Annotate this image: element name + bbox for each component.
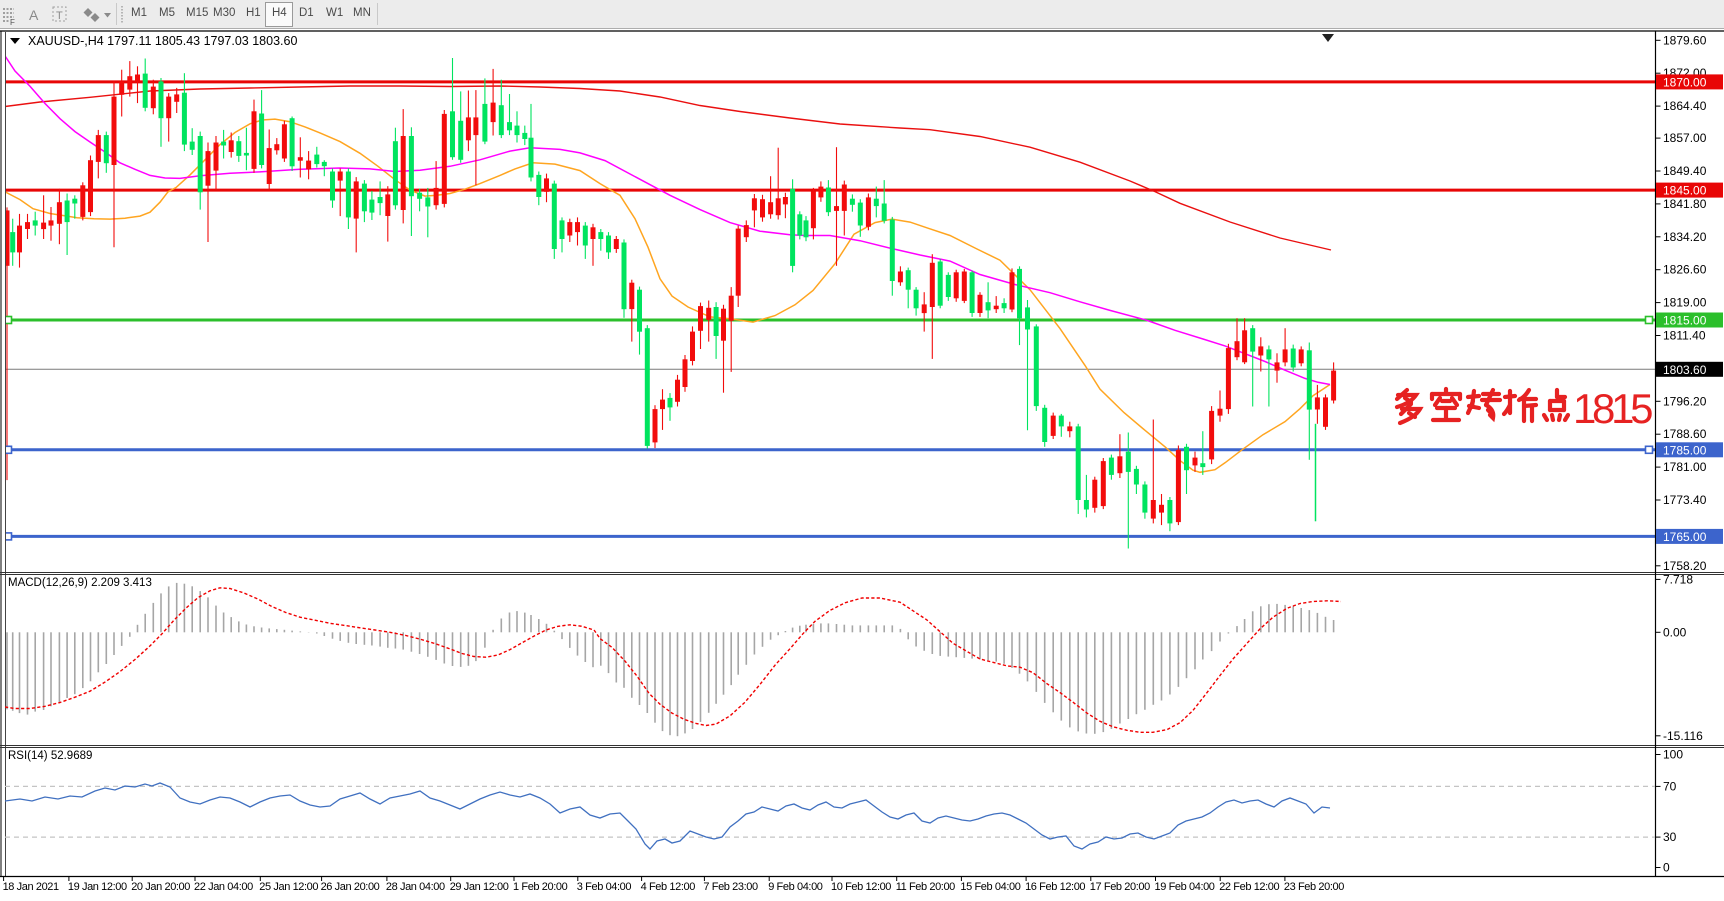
svg-text:4 Feb 12:00: 4 Feb 12:00 [641, 881, 696, 893]
svg-text:1811.40: 1811.40 [1663, 329, 1706, 343]
svg-text:7.718: 7.718 [1663, 572, 1693, 586]
svg-text:15 Feb 04:00: 15 Feb 04:00 [960, 881, 1020, 893]
svg-text:1788.60: 1788.60 [1663, 427, 1707, 441]
svg-text:9 Feb 04:00: 9 Feb 04:00 [768, 881, 823, 893]
svg-text:1870.00: 1870.00 [1663, 75, 1707, 89]
svg-text:29 Jan 12:00: 29 Jan 12:00 [450, 881, 509, 893]
svg-text:1 Feb 20:00: 1 Feb 20:00 [513, 881, 568, 893]
svg-text:7 Feb 23:00: 7 Feb 23:00 [703, 881, 758, 893]
svg-text:1785.00: 1785.00 [1663, 443, 1707, 457]
svg-text:0: 0 [1663, 861, 1670, 875]
svg-text:A: A [29, 7, 39, 23]
svg-text:1803.60: 1803.60 [1663, 363, 1707, 377]
svg-text:30: 30 [1663, 830, 1677, 844]
svg-text:19 Feb 04:00: 19 Feb 04:00 [1155, 881, 1215, 893]
svg-text:10 Feb 12:00: 10 Feb 12:00 [831, 881, 891, 893]
svg-text:XAUUSD-,H4 1797.11 1805.43 17: XAUUSD-,H4 1797.11 1805.43 1797.03 1803.… [28, 34, 297, 48]
svg-text:1845.00: 1845.00 [1663, 184, 1707, 198]
svg-text:1815: 1815 [1573, 385, 1652, 432]
svg-text:1864.40: 1864.40 [1663, 99, 1707, 113]
svg-text:23 Feb 20:00: 23 Feb 20:00 [1284, 881, 1344, 893]
svg-text:1849.40: 1849.40 [1663, 164, 1707, 178]
svg-text:22 Feb 12:00: 22 Feb 12:00 [1219, 881, 1279, 893]
svg-text:11 Feb 20:00: 11 Feb 20:00 [896, 881, 955, 893]
svg-text:MACD(12,26,9) 2.209 3.413: MACD(12,26,9) 2.209 3.413 [8, 577, 152, 589]
svg-text:28 Jan 04:00: 28 Jan 04:00 [386, 881, 445, 893]
svg-text:1815.00: 1815.00 [1663, 314, 1707, 328]
svg-text:1796.20: 1796.20 [1663, 394, 1707, 408]
svg-text:19 Jan 12:00: 19 Jan 12:00 [68, 881, 127, 893]
svg-text:F: F [10, 18, 15, 27]
svg-text:1765.00: 1765.00 [1663, 530, 1707, 544]
svg-text:1826.60: 1826.60 [1663, 263, 1707, 277]
svg-text:16 Feb 12:00: 16 Feb 12:00 [1025, 881, 1085, 893]
svg-text:25 Jan 12:00: 25 Jan 12:00 [259, 881, 318, 893]
svg-text:18 Jan 2021: 18 Jan 2021 [3, 881, 59, 893]
svg-text:-15.116: -15.116 [1663, 729, 1703, 743]
svg-text:1879.60: 1879.60 [1663, 33, 1707, 47]
svg-text:22 Jan 04:00: 22 Jan 04:00 [194, 881, 253, 893]
svg-text:1781.00: 1781.00 [1663, 460, 1707, 474]
svg-text:20 Jan 20:00: 20 Jan 20:00 [131, 881, 190, 893]
svg-text:1841.80: 1841.80 [1663, 197, 1707, 211]
svg-text:1834.20: 1834.20 [1663, 230, 1707, 244]
svg-text:17 Feb 20:00: 17 Feb 20:00 [1090, 881, 1150, 893]
svg-text:26 Jan 20:00: 26 Jan 20:00 [321, 881, 380, 893]
svg-text:1857.00: 1857.00 [1663, 131, 1707, 145]
svg-text:3 Feb 04:00: 3 Feb 04:00 [577, 881, 632, 893]
svg-text:1758.20: 1758.20 [1663, 559, 1707, 573]
svg-text:0.00: 0.00 [1663, 625, 1687, 639]
svg-text:1773.40: 1773.40 [1663, 493, 1707, 507]
svg-text:1819.00: 1819.00 [1663, 296, 1707, 310]
svg-text:T: T [56, 10, 63, 22]
svg-text:100: 100 [1663, 748, 1683, 762]
svg-text:70: 70 [1663, 779, 1677, 793]
svg-text:RSI(14) 52.9689: RSI(14) 52.9689 [8, 750, 92, 762]
